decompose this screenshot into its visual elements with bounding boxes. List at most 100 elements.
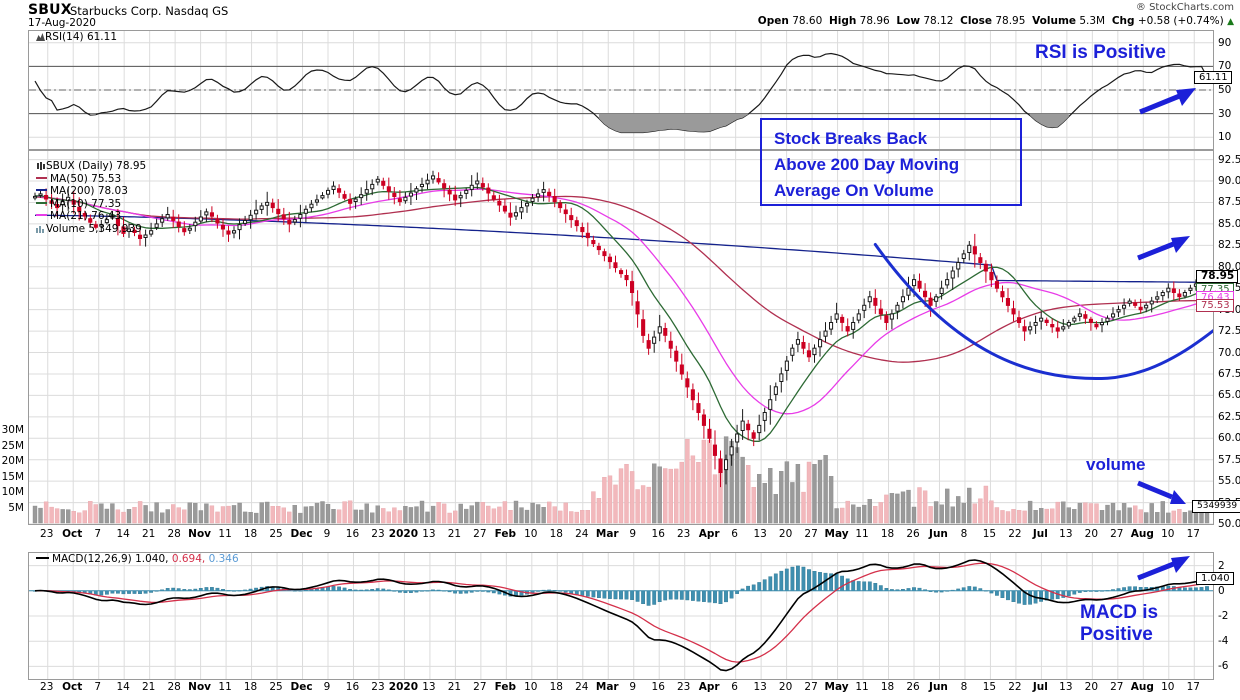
ma10-legend-row: MA(10) 77.35 bbox=[36, 198, 146, 211]
x-axis-tick: 13 bbox=[422, 528, 436, 540]
x-axis-tick: 27 bbox=[804, 681, 818, 693]
ma200-legend-row: MA(200) 78.03 bbox=[36, 185, 146, 198]
x-axis-tick: 9 bbox=[629, 681, 637, 693]
x-axis-tick: 6 bbox=[731, 681, 738, 693]
price-axis-tick: 72.5 bbox=[1218, 325, 1240, 338]
volume-axis-tick: 10M bbox=[1, 486, 24, 499]
x-axis-tick: 21 bbox=[447, 528, 462, 540]
high-label: High bbox=[828, 15, 857, 27]
chg-value: +0.58 (+0.74%) bbox=[1137, 15, 1224, 27]
x-axis-tick: Nov bbox=[188, 681, 212, 693]
x-axis-tick: 27 bbox=[473, 528, 487, 540]
rsi-legend-icon bbox=[36, 33, 45, 41]
macd-series bbox=[29, 559, 1213, 672]
x-axis-tick: 18 bbox=[549, 681, 563, 693]
x-axis-tick: 23 bbox=[40, 528, 54, 540]
ma10-legend-text: MA(10) 77.35 bbox=[50, 197, 122, 210]
x-axis-tick: 11 bbox=[218, 528, 232, 540]
close-price-tag: 78.95 bbox=[1196, 269, 1239, 283]
x-axis-tick: 27 bbox=[473, 681, 487, 693]
volume-value: 5.3M bbox=[1079, 15, 1106, 27]
x-axis-tick: Jun bbox=[929, 528, 948, 540]
x-axis-tick: 16 bbox=[651, 528, 665, 540]
low-label: Low bbox=[896, 15, 921, 27]
annotation-macd-line1: MACD is bbox=[1080, 602, 1159, 623]
x-axis-tick: 11 bbox=[855, 681, 869, 693]
ma21-legend-text: MA(21) 76.43 bbox=[50, 210, 122, 222]
x-axis-tick: 13 bbox=[1059, 528, 1073, 540]
x-axis-tick: 8 bbox=[960, 681, 968, 693]
annotation-breakout-box: Stock Breaks Back Above 200 Day Moving A… bbox=[760, 118, 1022, 206]
price-axis-tick: 62.5 bbox=[1218, 410, 1240, 423]
x-axis-tick: Dec bbox=[290, 681, 313, 693]
annotation-volume: volume bbox=[1086, 455, 1146, 474]
x-axis-tick: 13 bbox=[422, 681, 436, 693]
x-axis-tick: 18 bbox=[549, 528, 563, 540]
price-legend: SBUX (Daily) 78.95 MA(50) 75.53 MA(200) … bbox=[36, 160, 146, 235]
volume-bars-icon bbox=[36, 224, 46, 233]
ma50-swatch bbox=[36, 176, 47, 179]
x-axis-tick: Oct bbox=[62, 528, 83, 540]
macd-hist-value: 0.346 bbox=[208, 553, 239, 565]
volume-axis-tick: 20M bbox=[1, 455, 24, 468]
ma21-swatch bbox=[36, 214, 47, 216]
price-axis-tick: 82.5 bbox=[1218, 239, 1240, 252]
ma10-swatch bbox=[36, 201, 47, 204]
volume-bars bbox=[32, 436, 1210, 524]
macd-axis-tick: -2 bbox=[1218, 610, 1229, 622]
x-axis-tick: 10 bbox=[524, 528, 538, 540]
open-value: 78.60 bbox=[792, 15, 823, 27]
rsi-current-tag: 61.11 bbox=[1194, 70, 1232, 84]
x-axis-tick: 17 bbox=[1186, 681, 1200, 693]
x-axis-tick: Feb bbox=[494, 528, 517, 540]
x-axis-tick: 21 bbox=[141, 681, 156, 693]
annotation-macd-line2: Positive bbox=[1080, 624, 1153, 645]
x-axis-tick: 7 bbox=[94, 528, 102, 540]
x-axis-tick: 20 bbox=[1084, 528, 1099, 540]
quote-bar: Open 78.60 High 78.96 Low 78.12 Close 78… bbox=[758, 15, 1234, 27]
x-axis-middle: 23 Oct 7 14 21 28 Nov 11 18 25 Dec 9 16 23 2020 13 21 27 F… bbox=[28, 528, 1214, 544]
chg-label: Chg bbox=[1111, 15, 1135, 27]
x-axis-tick: 11 bbox=[855, 528, 869, 540]
x-axis-tick: Aug bbox=[1130, 528, 1154, 540]
macd-signal-value: 0.694, bbox=[171, 553, 206, 565]
drawn-cup-curve bbox=[873, 243, 1213, 380]
rsi-axis-tick: 90 bbox=[1218, 36, 1232, 49]
x-axis-tick: 27 bbox=[1110, 681, 1124, 693]
x-axis-tick: 10 bbox=[1161, 681, 1175, 693]
x-axis-tick: 27 bbox=[1110, 528, 1124, 540]
x-axis-tick: 14 bbox=[116, 528, 130, 540]
x-axis-tick: 10 bbox=[524, 681, 538, 693]
x-axis-tick: Jul bbox=[1032, 528, 1048, 540]
price-pane bbox=[28, 150, 1214, 525]
x-axis-tick: 23 bbox=[371, 528, 385, 540]
price-axis-tick: 60.0 bbox=[1218, 432, 1240, 445]
x-axis-tick: Apr bbox=[698, 681, 720, 693]
x-axis-tick: 27 bbox=[804, 528, 818, 540]
close-label: Close bbox=[960, 15, 993, 27]
close-value: 78.95 bbox=[995, 15, 1026, 27]
x-axis-tick: 28 bbox=[167, 681, 181, 693]
x-axis-tick: 22 bbox=[1008, 681, 1022, 693]
company-name: Starbucks Corp. Nasdaq GS bbox=[70, 4, 229, 18]
x-axis-tick: 18 bbox=[243, 681, 258, 693]
rsi-axis-tick: 50 bbox=[1218, 84, 1232, 96]
macd-axis-tick: 0 bbox=[1218, 584, 1225, 597]
macd-swatch bbox=[36, 557, 49, 559]
x-axis-tick: 23 bbox=[40, 681, 54, 693]
volume-legend-text: Volume 5,349,939 bbox=[46, 222, 142, 235]
x-axis-tick: 18 bbox=[880, 528, 895, 540]
rsi-axis-tick: 30 bbox=[1218, 107, 1232, 120]
rsi-pane bbox=[28, 30, 1214, 150]
price-axis-tick: 87.5 bbox=[1218, 196, 1240, 209]
x-axis-tick: 8 bbox=[960, 528, 968, 540]
x-axis-tick: Oct bbox=[62, 681, 83, 693]
x-axis-tick: 25 bbox=[269, 528, 283, 540]
x-axis-tick: Apr bbox=[698, 528, 720, 540]
annotation-breakout-line3: Average On Volume bbox=[774, 181, 934, 200]
x-axis-tick: Mar bbox=[595, 528, 619, 540]
price-axis-tick: 67.5 bbox=[1218, 367, 1240, 380]
price-axis-tick: 92.5 bbox=[1218, 153, 1240, 166]
x-axis-tick: 6 bbox=[731, 528, 738, 540]
